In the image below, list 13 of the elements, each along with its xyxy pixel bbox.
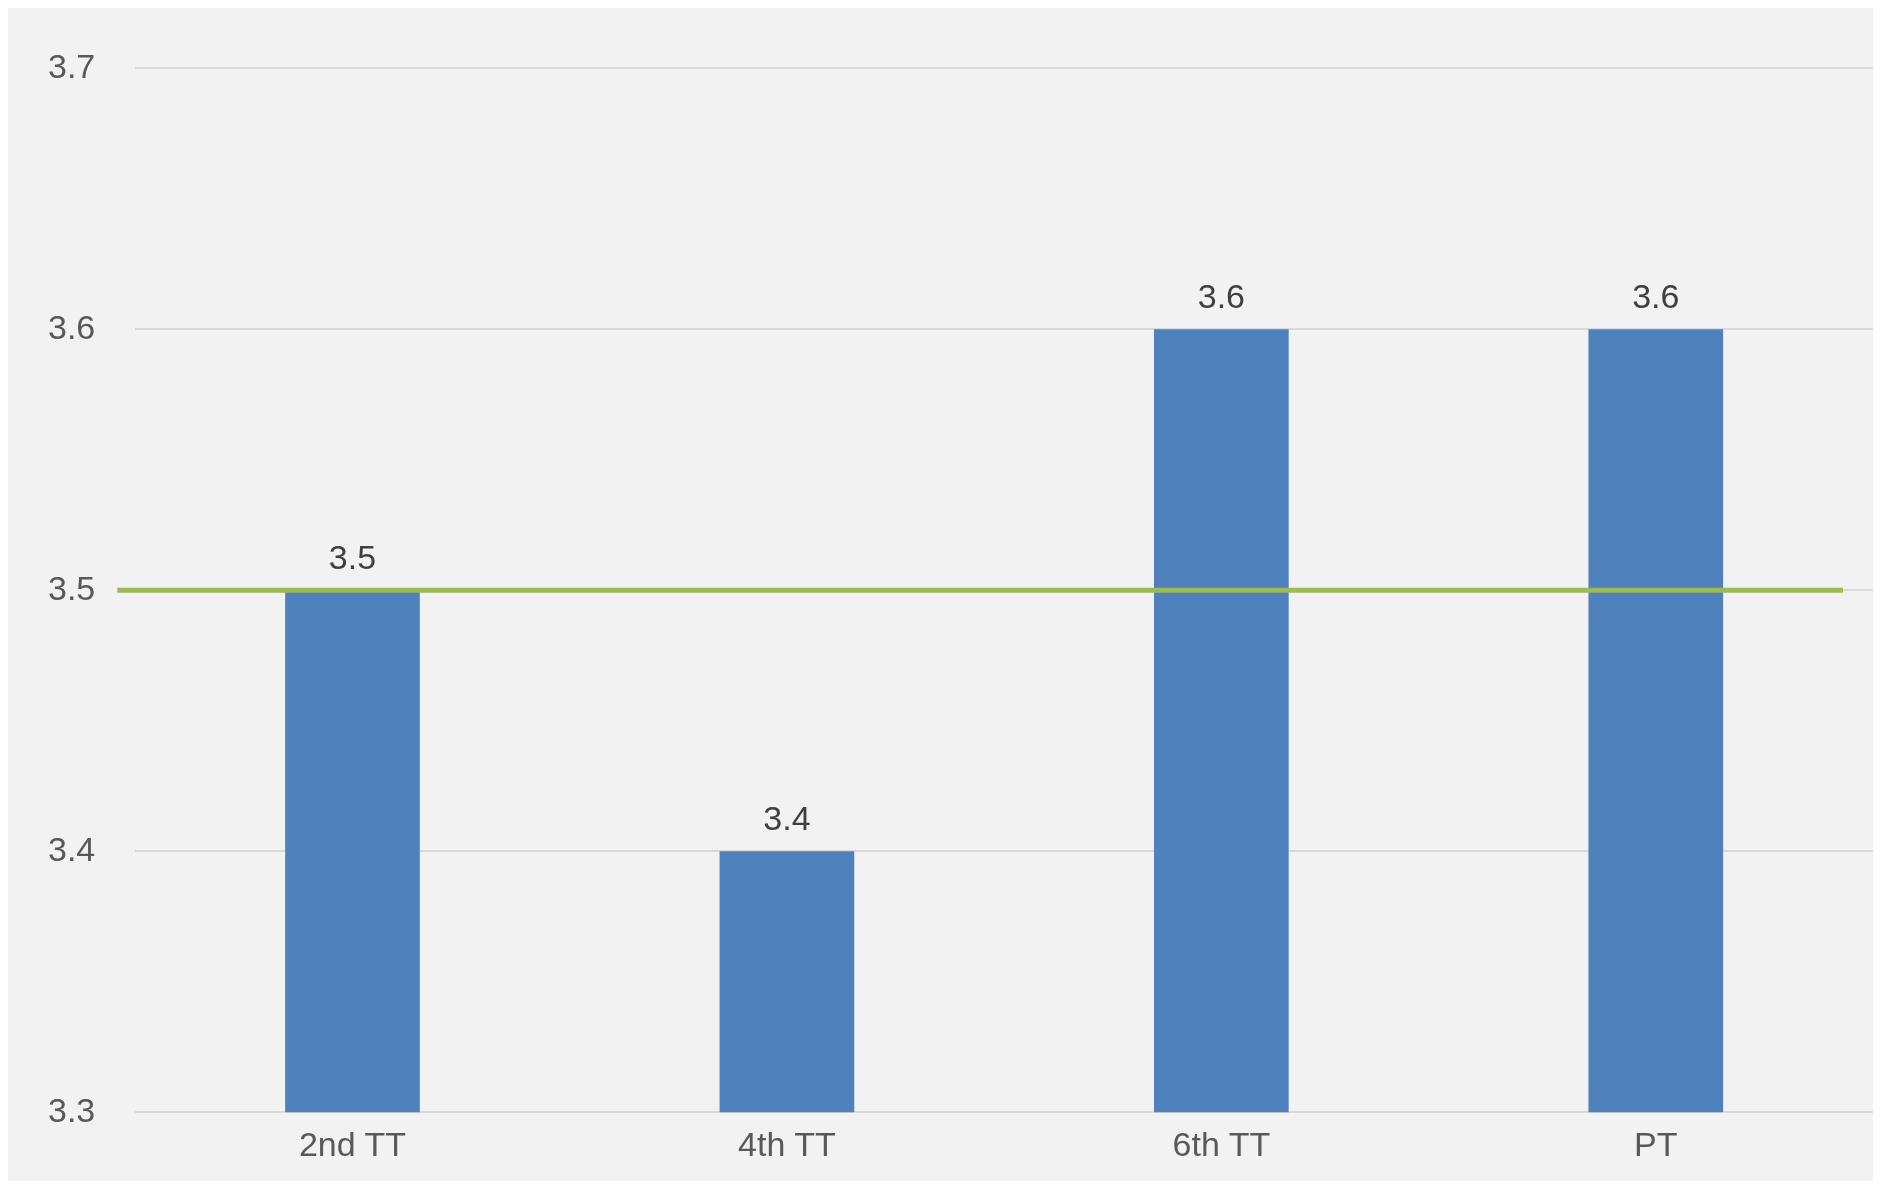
x-tick-label: 6th TT [1172,1124,1271,1163]
data-label: 3.6 [1197,276,1245,315]
data-label: 3.5 [328,537,377,576]
y-tick-label: 3.4 [48,829,96,868]
x-tick-label: 4th TT [738,1124,836,1163]
x-tick-label: PT [1634,1124,1678,1163]
y-tick-label: 3.5 [48,568,96,607]
data-label: 3.6 [1632,276,1680,315]
y-tick-label: 3.6 [48,307,96,346]
y-tick-label: 3.7 [48,46,96,85]
y-tick-label: 3.3 [48,1090,96,1129]
data-label: 3.4 [763,798,811,837]
x-tick-label: 2nd TT [298,1124,407,1163]
